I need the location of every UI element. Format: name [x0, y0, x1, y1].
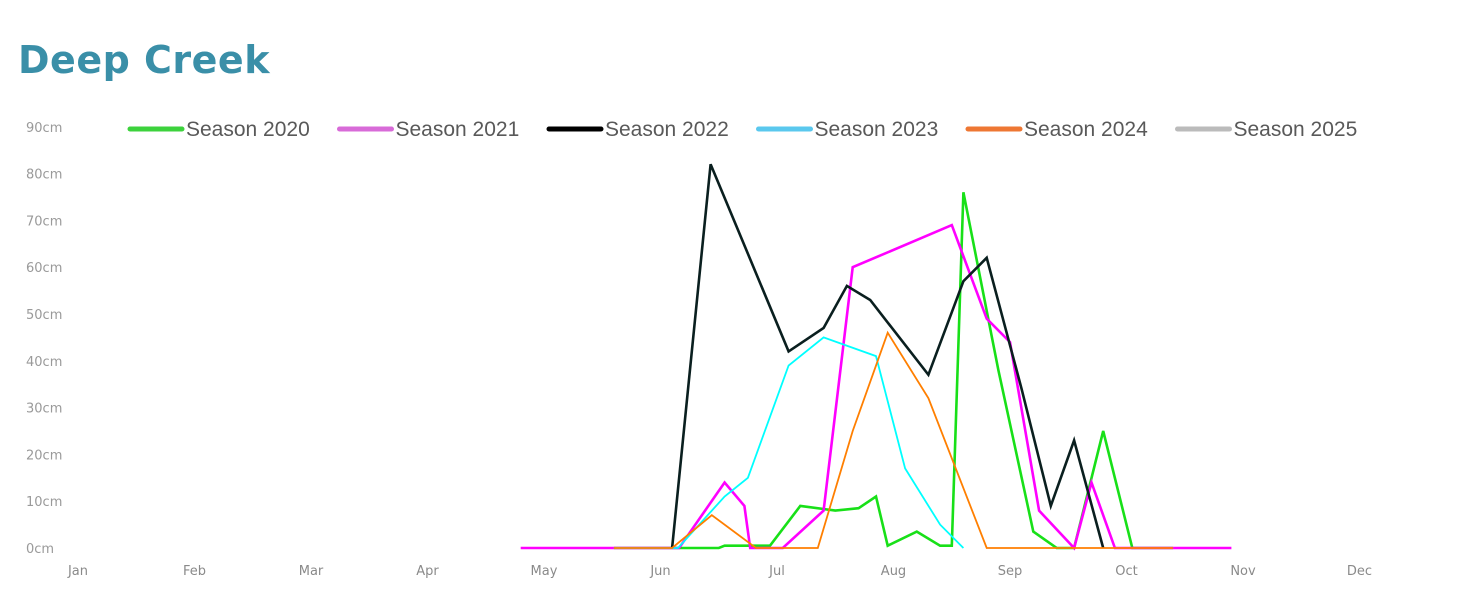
- series-line-season-2023: [613, 336, 965, 549]
- x-tick-label: Sep: [998, 564, 1023, 579]
- y-axis: 0cm 10cm 20cm 30cm 40cm 50cm 60cm 70cm 80cm 90cm: [26, 121, 62, 557]
- legend-label: Season 2023: [815, 118, 939, 141]
- y-tick-label: 60cm: [26, 261, 62, 276]
- x-tick-label: Nov: [1230, 564, 1256, 579]
- x-tick-label: Aug: [881, 564, 906, 579]
- chart-title: Deep Creek: [18, 38, 270, 82]
- x-tick-label: Dec: [1347, 564, 1372, 579]
- x-tick-label: Apr: [416, 564, 439, 579]
- x-axis: Jan Feb Mar Apr May Jun Jul Aug Sep Oct Nov Dec: [67, 564, 1372, 579]
- x-tick-label: Jul: [768, 564, 785, 579]
- y-tick-label: 20cm: [26, 448, 62, 463]
- series-line-season-2024: [613, 330, 1174, 549]
- legend: Season 2020 Season 2021 Season 2022 Season …: [127, 118, 1358, 141]
- y-tick-label: 80cm: [26, 168, 62, 183]
- x-tick-label: May: [531, 564, 558, 579]
- x-tick-label: Jun: [649, 564, 670, 579]
- y-tick-label: 30cm: [26, 402, 62, 417]
- y-tick-label: 40cm: [26, 355, 62, 370]
- series-lines: [520, 163, 1232, 551]
- x-tick-label: Oct: [1115, 564, 1137, 579]
- legend-label: Season 2025: [1234, 118, 1358, 141]
- legend-label: Season 2020: [186, 118, 310, 141]
- y-tick-label: 70cm: [26, 214, 62, 229]
- series-line-season-2022: [670, 163, 1105, 549]
- series-line-season-2021: [520, 223, 1232, 551]
- y-tick-label: 10cm: [26, 495, 62, 510]
- x-tick-label: Feb: [183, 564, 206, 579]
- y-tick-label: 90cm: [26, 121, 62, 136]
- y-tick-label: 0cm: [26, 542, 54, 557]
- x-tick-label: Jan: [67, 564, 88, 579]
- legend-label: Season 2022: [605, 118, 729, 141]
- y-tick-label: 50cm: [26, 308, 62, 323]
- legend-label: Season 2021: [396, 118, 520, 141]
- legend-label: Season 2024: [1024, 118, 1148, 141]
- x-tick-label: Mar: [299, 564, 324, 579]
